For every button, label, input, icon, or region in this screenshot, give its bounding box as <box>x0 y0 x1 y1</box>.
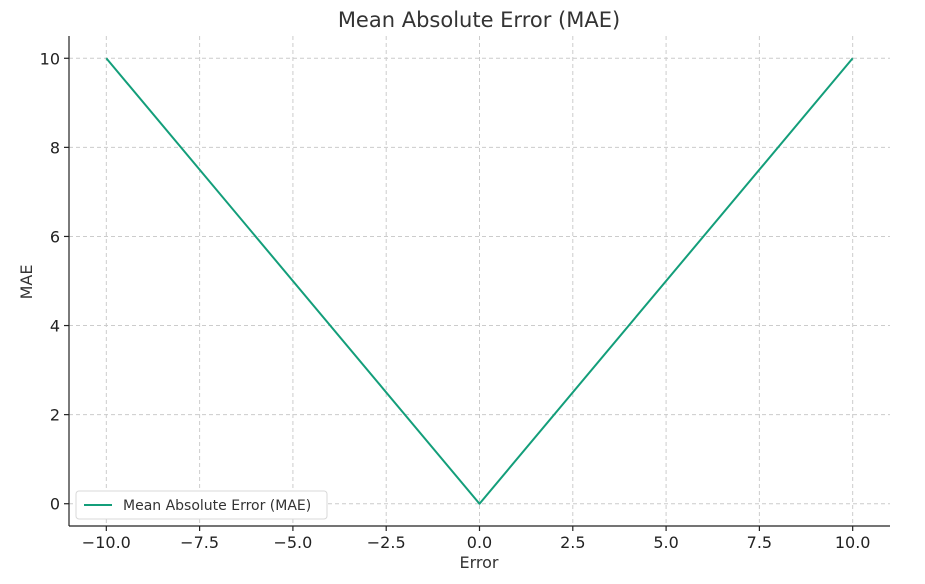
y-tick-label: 6 <box>50 227 60 246</box>
legend: Mean Absolute Error (MAE) <box>75 490 328 520</box>
grid <box>69 36 890 526</box>
y-tick-label: 8 <box>50 138 60 157</box>
y-ticks: 0 2 4 6 8 10 <box>40 49 69 514</box>
x-tick-label: 0.0 <box>467 533 492 552</box>
x-ticks: −10.0 −7.5 −5.0 −2.5 0.0 2.5 5.0 7.5 10.0 <box>82 526 871 552</box>
x-tick-label: −2.5 <box>367 533 406 552</box>
series-layer <box>105 57 854 505</box>
chart-title: Mean Absolute Error (MAE) <box>338 8 620 32</box>
y-tick-label: 4 <box>50 317 60 336</box>
series-line-mae <box>105 57 854 505</box>
x-tick-label: 7.5 <box>747 533 772 552</box>
y-tick-label: 0 <box>50 495 60 514</box>
x-tick-label: 2.5 <box>560 533 585 552</box>
x-tick-label: 5.0 <box>653 533 678 552</box>
legend-entry-mae: Mean Absolute Error (MAE) <box>123 498 311 514</box>
x-tick-label: 10.0 <box>835 533 871 552</box>
x-tick-label: −7.5 <box>180 533 219 552</box>
x-axis-label: Error <box>460 553 499 572</box>
x-tick-label: −10.0 <box>82 533 131 552</box>
x-tick-label: −5.0 <box>273 533 312 552</box>
y-tick-label: 10 <box>40 49 60 68</box>
y-axis-label: MAE <box>17 265 36 300</box>
legend-box <box>75 490 328 520</box>
y-tick-label: 2 <box>50 406 60 425</box>
